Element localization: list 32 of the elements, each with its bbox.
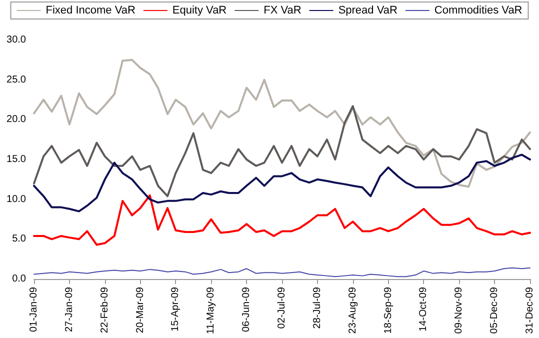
line-series bbox=[33, 154, 531, 212]
line-series bbox=[33, 58, 531, 188]
x-tick-label: 31-Dec-09 bbox=[524, 286, 536, 334]
line-series bbox=[34, 267, 530, 278]
legend-label: Commodities VaR bbox=[434, 4, 522, 16]
x-tick-label: 01-Jan-09 bbox=[28, 286, 40, 332]
y-tick-label: 15.0 bbox=[6, 154, 26, 165]
x-tick-label: 27-Jan-09 bbox=[64, 286, 75, 332]
legend-label: FX VaR bbox=[264, 4, 302, 16]
line-series bbox=[33, 194, 531, 246]
x-tick-label: 23-Aug-09 bbox=[347, 286, 358, 334]
y-tick-label: 5.0 bbox=[12, 234, 26, 245]
x-tick-label: 14-Oct-09 bbox=[418, 286, 430, 332]
x-tick-label: 28-Jul-09 bbox=[312, 286, 323, 329]
x-tick-label: 20-Mar-09 bbox=[134, 286, 146, 334]
x-tick-label: 22-Feb-09 bbox=[99, 286, 110, 334]
x-tick-label: 11-May-09 bbox=[206, 286, 217, 334]
x-tick-label: 02-Jul-09 bbox=[276, 286, 288, 329]
legend-label: Fixed Income VaR bbox=[46, 4, 136, 16]
legend-label: Spread VaR bbox=[338, 4, 398, 16]
x-tick-label: 05-Dec-09 bbox=[489, 286, 500, 334]
y-tick-label: 30.0 bbox=[6, 34, 26, 46]
x-tick-label: 06-Jun-09 bbox=[241, 286, 252, 332]
y-tick-label: 25.0 bbox=[6, 74, 26, 86]
legend-label: Equity VaR bbox=[172, 4, 227, 16]
y-tick-label: 10.0 bbox=[6, 194, 26, 205]
x-tick-label: 18-Sep-09 bbox=[382, 286, 394, 334]
y-tick-label: 0.0 bbox=[12, 274, 26, 284]
x-tick-label: 09-Nov-09 bbox=[454, 286, 465, 334]
line-series bbox=[33, 105, 531, 198]
y-tick-label: 20.0 bbox=[6, 114, 26, 126]
x-tick-label: 15-Apr-09 bbox=[170, 286, 182, 332]
